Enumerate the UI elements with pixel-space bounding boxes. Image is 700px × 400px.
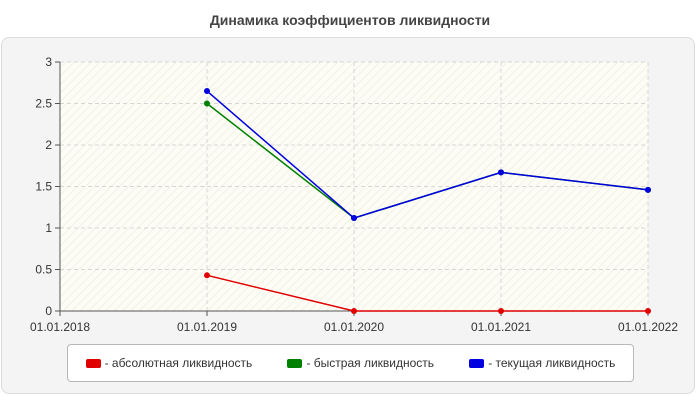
data-point [498,169,504,176]
legend-item-1: - абсолютная ликвидность [85,356,253,370]
y-tick-label: 2 [45,138,52,152]
x-tick-label: 01.01.2021 [471,320,531,334]
y-tick-label: 2.5 [35,97,52,111]
x-tick-label: 01.01.2018 [30,320,90,334]
data-point [204,88,210,95]
series-line-1 [206,274,648,312]
x-tick-labels: 01.01.2018 01.01.2019 01.01.2020 01.01.2021… [30,320,678,334]
y-tick-label: 0.5 [35,263,52,277]
data-point [498,308,504,314]
y-tick-label: 0 [45,304,52,318]
x-tick-label: 01.01.2020 [324,320,384,334]
y-tick-label: 1 [45,221,52,235]
data-point [645,308,651,314]
grid-lines [60,61,649,311]
legend: - абсолютная ликвидность - быстрая ликвид… [67,344,634,382]
series-line-3 [206,90,649,219]
x-tick-label: 01.01.2022 [618,320,678,334]
legend-label: - быстрая ликвидность [306,356,435,370]
x-tick-label: 01.01.2019 [177,320,237,334]
data-point [351,308,357,314]
legend-label: - абсолютная ликвидность [104,356,253,370]
legend-item-3: - текущая ликвидность [469,356,615,370]
legend-swatch [287,358,303,368]
data-point [645,186,651,193]
legend-item-2: - быстрая ликвидность [287,356,434,370]
legend-swatch [469,358,485,368]
data-point [204,272,210,279]
legend-swatch [85,358,101,368]
legend-label: - текущая ликвидность [488,356,616,370]
y-tick-labels: 0 0.5 1 1.5 2 2.5 3 [35,55,52,318]
data-point [204,100,210,107]
data-point [351,215,357,222]
y-tick-label: 3 [45,55,52,69]
series-layer [204,88,651,314]
y-tick-label: 1.5 [35,180,52,194]
chart-title: Динамика коэффициентов ликвидности [209,12,491,28]
